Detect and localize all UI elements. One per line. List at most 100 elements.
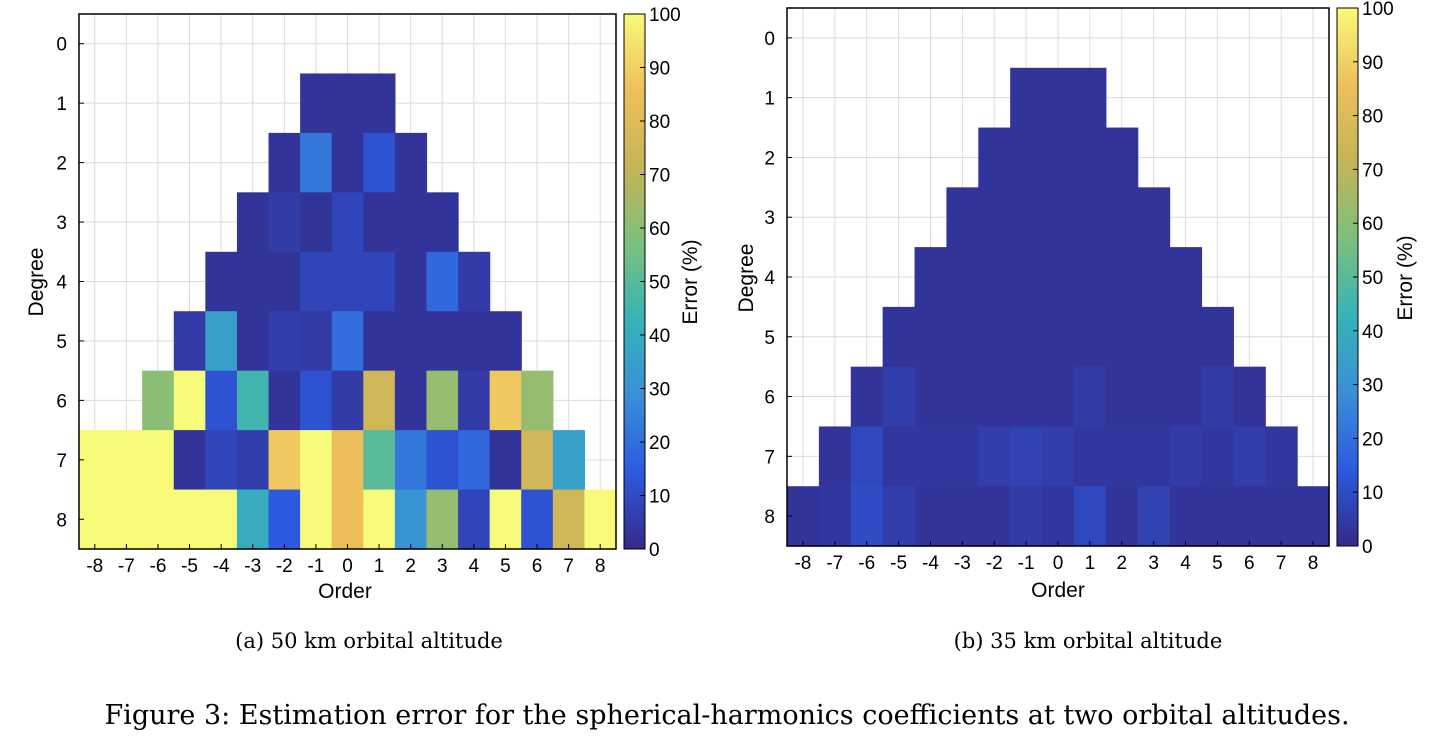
heatmap-cell <box>268 251 301 312</box>
heatmap-cell <box>300 311 333 372</box>
heatmap-cell <box>1201 426 1234 487</box>
heatmap-cell <box>394 132 428 193</box>
y-tick-label: 8 <box>764 507 775 528</box>
heatmap-cell <box>300 489 333 550</box>
colorbar-tick-label: 30 <box>1362 376 1383 397</box>
colorbar-tick-label: 100 <box>1362 0 1394 20</box>
heatmap-cell <box>1201 306 1234 368</box>
y-tick-label: 1 <box>56 94 67 115</box>
y-tick-label: 8 <box>56 510 67 531</box>
heatmap-cell <box>363 311 396 372</box>
heatmap-cell <box>394 370 428 431</box>
heatmap-cell <box>110 430 143 491</box>
x-tick-label: 7 <box>1276 553 1287 574</box>
x-axis-label: Order <box>318 580 372 603</box>
heatmap-cell <box>173 370 206 431</box>
heatmap-cell <box>946 187 979 248</box>
heatmap-cell <box>1169 486 1203 547</box>
heatmap-cell <box>521 489 554 550</box>
heatmap-cell <box>268 311 301 372</box>
heatmap-cell <box>1105 247 1139 308</box>
heatmap-cell <box>268 192 301 253</box>
heatmap-cell <box>882 366 916 428</box>
heatmap-cell <box>787 486 820 547</box>
heatmap-cell <box>268 489 301 550</box>
heatmap-cell <box>300 192 333 253</box>
heatmap-cell <box>363 192 396 253</box>
heatmap-cell <box>205 489 238 550</box>
colorbar-tick-label: 40 <box>649 326 670 347</box>
x-tick-label: 1 <box>374 556 385 577</box>
heatmap-cell <box>300 73 333 134</box>
heatmap-cell <box>394 489 428 550</box>
x-tick-label: 4 <box>469 556 480 577</box>
colorbar-tick-labels: 0 10 20 30 40 50 60 70 80 90 100 <box>1353 0 1394 558</box>
heatmap-cell <box>1073 486 1107 547</box>
heatmap-cell <box>236 192 270 253</box>
heatmap-cell <box>1233 426 1266 487</box>
heatmap-cell <box>458 370 491 431</box>
heatmap-cell <box>458 430 491 491</box>
heatmap-cell <box>236 370 270 431</box>
x-axis-label: Order <box>1031 579 1085 602</box>
heatmap-cell <box>394 192 428 253</box>
x-tick-labels: -8 -7 -6 -5 -4 -3 -2 -1 0 1 2 3 4 5 6 7 8 <box>86 544 605 577</box>
heatmap-cell <box>1105 426 1139 487</box>
heatmap-cell <box>978 187 1011 248</box>
heatmap-cell <box>300 251 333 312</box>
heatmap-cell <box>110 489 143 550</box>
heatmap-cell <box>946 366 979 428</box>
y-tick-label: 1 <box>764 89 775 110</box>
y-tick-label: 6 <box>764 388 775 409</box>
heatmap-cell <box>1169 247 1203 308</box>
heatmap-cell <box>1201 366 1234 428</box>
heatmap-cell <box>1137 426 1171 487</box>
heatmap-cell <box>1169 306 1203 368</box>
heatmap-cell <box>331 311 364 372</box>
heatmap-cell <box>1042 366 1075 428</box>
heatmap-cell <box>142 430 175 491</box>
heatmap-cell <box>236 489 270 550</box>
x-tick-label: -8 <box>794 553 811 574</box>
x-tick-label: 4 <box>1180 553 1191 574</box>
heatmap-cell <box>268 370 301 431</box>
colorbar-label: Error (%) <box>679 239 702 324</box>
y-tick-label: 3 <box>56 213 67 234</box>
heatmap-cell <box>1105 486 1139 547</box>
x-tick-label: -7 <box>118 556 135 577</box>
colorbar-tick-label: 60 <box>1362 214 1383 235</box>
heatmap-cell <box>521 370 554 431</box>
heatmap-cell <box>300 430 333 491</box>
heatmap-cell <box>1137 486 1171 547</box>
heatmap-cell <box>1137 187 1171 248</box>
heatmap-cell <box>1073 127 1107 188</box>
subcaption-a: (a) 50 km orbital altitude <box>235 629 503 653</box>
heatmap-cell <box>300 132 333 193</box>
heatmap-cell <box>1042 187 1075 248</box>
heatmap-cell <box>268 430 301 491</box>
x-tick-label: -1 <box>307 556 324 577</box>
heatmap-cell <box>521 430 554 491</box>
heatmap-cell <box>882 306 916 368</box>
y-tick-label: 7 <box>764 447 775 468</box>
y-tick-label: 4 <box>56 273 67 294</box>
heatmap-cell <box>205 311 238 372</box>
x-tick-label: -2 <box>276 556 293 577</box>
heatmap-cell <box>142 489 175 550</box>
heatmap-cell <box>1042 426 1075 487</box>
y-tick-label: 5 <box>764 328 775 349</box>
heatmap-cell <box>331 489 364 550</box>
heatmap-cell <box>458 311 491 372</box>
heatmap-cell <box>489 489 522 550</box>
colorbar-tick-label: 80 <box>1362 107 1383 128</box>
heatmap-cell <box>1010 67 1043 129</box>
x-tick-label: 7 <box>563 556 574 577</box>
heatmap-cell <box>850 486 884 547</box>
heatmap-cell <box>331 251 364 312</box>
x-tick-label: 6 <box>532 556 543 577</box>
x-tick-label: 8 <box>1308 553 1319 574</box>
heatmap-cell <box>1010 486 1043 547</box>
heatmap-cell <box>552 489 586 550</box>
heatmap-cell <box>946 486 979 547</box>
colorbar-tick-labels: 0 10 20 30 40 50 60 70 80 90 100 <box>640 5 681 561</box>
